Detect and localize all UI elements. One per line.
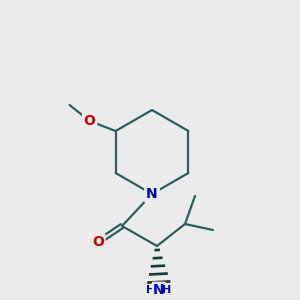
Text: H: H bbox=[146, 285, 156, 295]
Text: N: N bbox=[146, 187, 158, 201]
Text: O: O bbox=[84, 114, 96, 128]
Text: N: N bbox=[153, 283, 165, 297]
Text: O: O bbox=[92, 235, 104, 249]
Text: H: H bbox=[162, 285, 172, 295]
